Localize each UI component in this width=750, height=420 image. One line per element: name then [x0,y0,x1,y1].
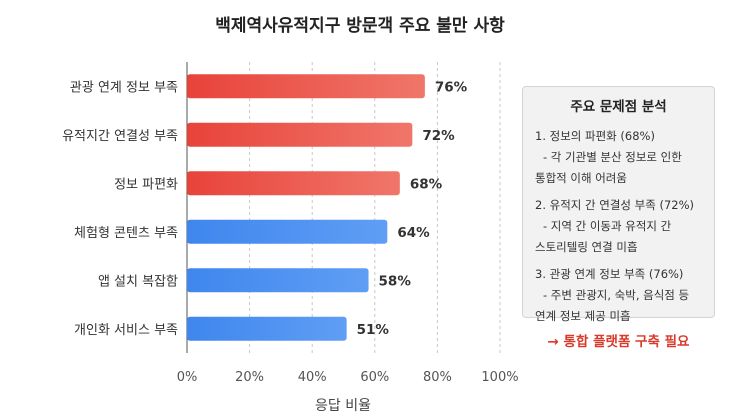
value-label: 51% [357,322,390,338]
panel-item-sub: 통합적 이해 어려움 [535,171,627,185]
panel-item-3: 3. 관광 연계 정보 부족 (76%) - 주변 관광지, 숙박, 음식점 등… [535,264,702,327]
value-label: 76% [435,79,468,95]
grid-lines [186,62,501,353]
category-label: 앱 설치 복잡함 [98,274,178,289]
bar [187,74,425,99]
panel-item-head: 1. 정보의 파편화 (68%) [535,129,655,143]
panel-item-2: 2. 유적지 간 연결성 부족 (72%) - 지역 간 이동과 유적지 간 스… [535,195,702,258]
category-label: 체험형 콘텐츠 부족 [74,226,178,241]
category-label: 유적지간 연결성 부족 [62,129,178,144]
value-label: 72% [422,128,455,144]
bar [187,219,388,244]
bar [187,268,369,293]
bar [187,316,347,341]
x-axis-label: 응답 비율 [315,398,371,414]
panel-item-sub: 연계 정보 제공 미흡 [535,309,631,323]
bar [187,122,413,147]
category-label: 관광 연계 정보 부족 [70,80,178,95]
x-tick-label: 100% [481,370,518,385]
panel-item-head: 3. 관광 연계 정보 부족 (76%) [535,267,684,281]
panel-item-sub: - 주변 관광지, 숙박, 음식점 등 [543,288,690,302]
x-tick-label: 40% [298,370,327,385]
conclusion-text: → 통합 플랫폼 구축 필요 [547,334,690,350]
value-label: 58% [379,273,412,289]
analysis-panel: 주요 문제점 분석 1. 정보의 파편화 (68%) - 각 기관별 분산 정보… [522,86,715,323]
chart-title: 백제역사유적지구 방문객 주요 불만 사항 [215,15,505,36]
category-label: 개인화 서비스 부족 [74,323,178,338]
x-tick-label: 80% [423,370,452,385]
panel-item-sub: - 각 기관별 분산 정보로 인한 [543,150,682,164]
category-label: 정보 파편화 [114,177,178,192]
value-label: 68% [410,176,443,192]
bar [187,171,400,196]
panel-item-1: 1. 정보의 파편화 (68%) - 각 기관별 분산 정보로 인한 통합적 이… [535,126,702,189]
bars [187,74,425,341]
x-tick-label: 20% [235,370,264,385]
panel-item-head: 2. 유적지 간 연결성 부족 (72%) [535,198,695,212]
panel-item-sub: 스토리텔링 연결 미흡 [535,240,638,254]
panel-title: 주요 문제점 분석 [570,99,667,115]
labels: 0% 20% 40% 60% 80% 100% 관광 연계 정보 부족 76% 유적지간 연결성… [62,79,518,385]
x-tick-label: 60% [360,370,389,385]
x-tick-label: 0% [177,370,198,385]
panel-item-sub: - 지역 간 이동과 유적지 간 [543,219,672,233]
value-label: 64% [397,225,430,241]
